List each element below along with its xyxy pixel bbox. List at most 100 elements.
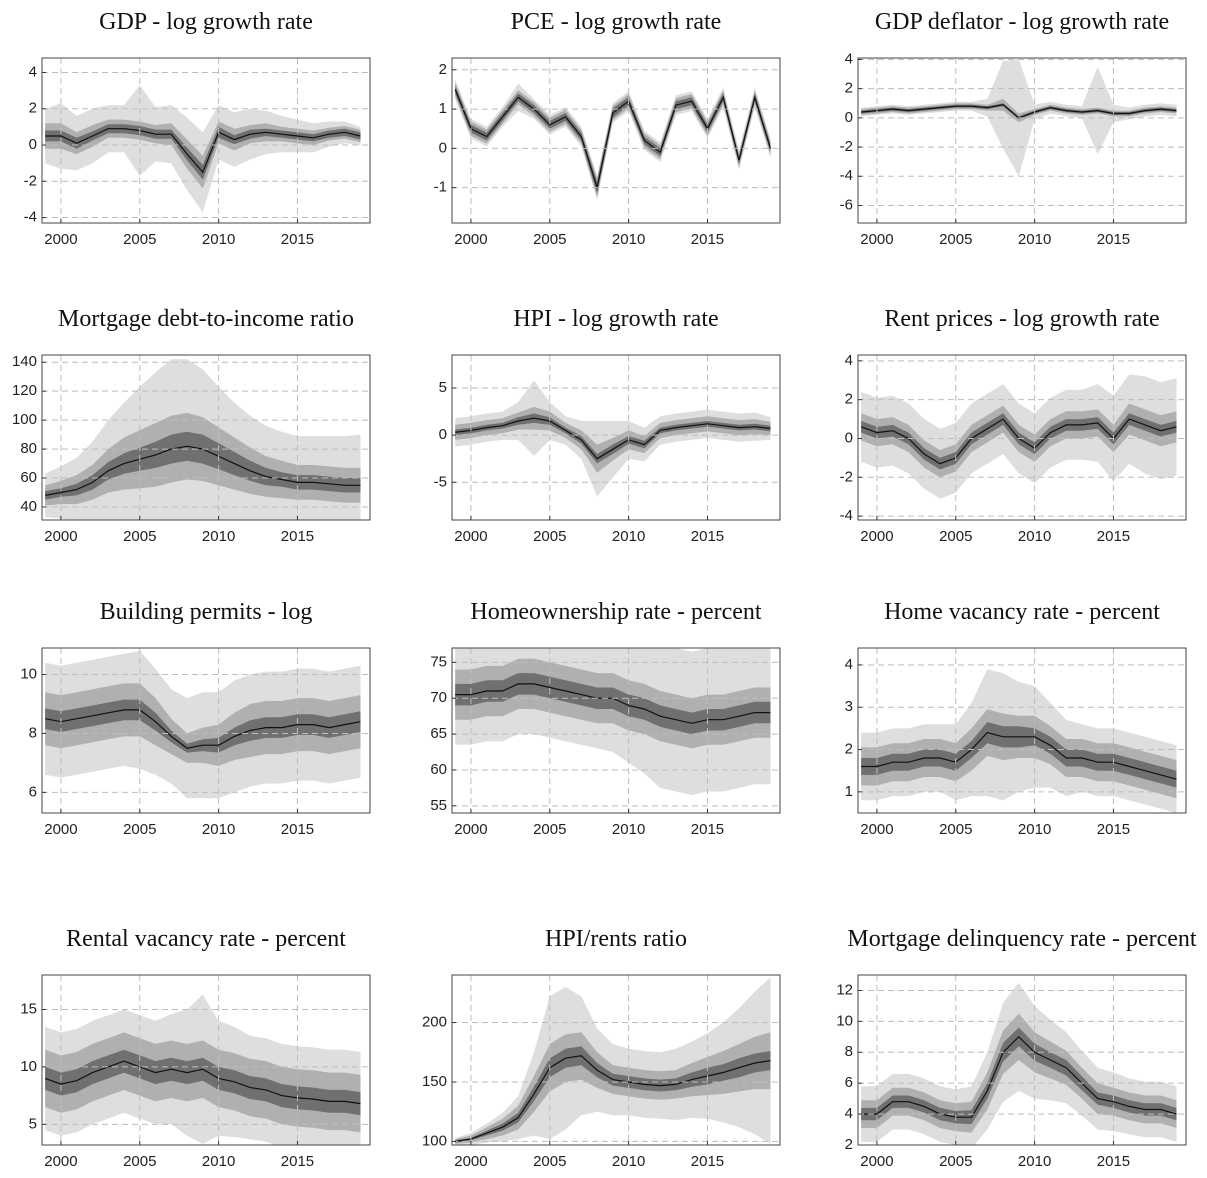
fan-band [45, 124, 361, 180]
axes-frame [857, 647, 1187, 814]
y-tick-label: 6 [845, 1074, 853, 1091]
panel: -1 0 1 2 2000 2005 2010 2015 PCE - log growth ra… [434, 9, 781, 248]
median-line [45, 128, 361, 174]
y-tick-label: 55 [430, 797, 447, 814]
y-tick-label: 80 [20, 440, 37, 457]
y-tick-label: 0 [845, 429, 853, 446]
plot-area [861, 669, 1177, 813]
x-tick-label: 2000 [44, 821, 77, 838]
y-tick-label: 70 [430, 689, 447, 706]
x-tick-label: 2010 [1018, 231, 1051, 248]
fan-band [861, 709, 1177, 799]
x-tick-label: 2010 [202, 231, 235, 248]
x-tick-label: 2015 [281, 821, 314, 838]
median-line [861, 1035, 1177, 1118]
panel-title: PCE - log growth rate [511, 9, 722, 35]
plot-area [455, 380, 771, 497]
x-tick-label: 2015 [691, 231, 724, 248]
y-tick-label: 0 [439, 426, 447, 443]
fan-band [45, 85, 361, 213]
y-tick-label: 100 [12, 411, 37, 428]
panel-title: Mortgage delinquency rate - percent [847, 926, 1197, 952]
panel-title: GDP deflator - log growth rate [875, 9, 1169, 35]
fan-band [861, 413, 1177, 470]
y-tick-label: 15 [20, 1000, 37, 1017]
y-tick-label: 1 [845, 783, 853, 800]
y-tick-label: 4 [845, 50, 853, 67]
fan-band [861, 722, 1177, 788]
x-tick-label: 2005 [123, 528, 156, 545]
x-tick-label: 2005 [939, 528, 972, 545]
x-tick-label: 2010 [1018, 1153, 1051, 1170]
x-tick-label: 2010 [202, 1153, 235, 1170]
y-tick-label: 75 [430, 653, 447, 670]
y-tick-label: 40 [20, 498, 37, 515]
x-tick-label: 2005 [533, 528, 566, 545]
plot-area [45, 85, 361, 213]
panel: 40 60 80 100 120 140 2000 2005 2010 2015 Mortgage … [12, 306, 371, 545]
y-tick-label: -2 [840, 138, 853, 155]
axes-frame [41, 354, 371, 521]
axes-frame [451, 354, 781, 521]
y-tick-label: 100 [422, 1132, 447, 1149]
y-tick-label: -4 [840, 167, 853, 184]
y-tick-label: 5 [29, 1115, 37, 1132]
panel-title: Home vacancy rate - percent [884, 599, 1160, 625]
y-tick-label: 4 [845, 352, 853, 369]
x-tick-label: 2015 [691, 1153, 724, 1170]
panel: 100 150 200 2000 2005 2010 2015 HPI/rents ratio [422, 926, 781, 1170]
median-line [455, 417, 771, 460]
panel: -6 -4 -2 0 2 4 2000 2005 2010 2015 GDP deflator - … [840, 9, 1187, 248]
plot-area [45, 650, 361, 799]
y-tick-label: 8 [845, 1043, 853, 1060]
x-tick-label: 2010 [1018, 528, 1051, 545]
plot-area [454, 79, 772, 200]
y-tick-label: 60 [430, 761, 447, 778]
y-tick-label: 5 [439, 379, 447, 396]
axes-frame [451, 57, 781, 224]
y-tick-label: 4 [845, 1105, 853, 1122]
fan-band [861, 98, 1177, 123]
y-tick-label: 2 [845, 391, 853, 408]
y-tick-label: 8 [29, 724, 37, 741]
x-tick-label: 2000 [454, 821, 487, 838]
x-tick-label: 2005 [123, 231, 156, 248]
x-tick-label: 2000 [44, 1153, 77, 1170]
y-tick-label: 2 [845, 80, 853, 97]
axes-frame [451, 974, 781, 1146]
fan-band [45, 1049, 361, 1116]
x-tick-label: 2005 [533, 1153, 566, 1170]
x-tick-label: 2010 [612, 821, 645, 838]
panel: -4 -2 0 2 4 2000 2005 2010 2015 Rent prices - log… [840, 306, 1187, 545]
x-tick-label: 2005 [533, 821, 566, 838]
y-tick-label: 10 [836, 1012, 853, 1029]
y-tick-label: 4 [845, 656, 853, 673]
fan-band [455, 673, 771, 735]
x-tick-label: 2015 [691, 821, 724, 838]
median-line [861, 731, 1177, 780]
y-tick-label: 2 [29, 100, 37, 117]
x-tick-label: 2000 [860, 1153, 893, 1170]
x-tick-label: 2000 [44, 528, 77, 545]
x-tick-label: 2000 [44, 231, 77, 248]
plot-area [44, 994, 361, 1145]
x-tick-label: 2005 [939, 821, 972, 838]
x-tick-label: 2010 [202, 821, 235, 838]
x-tick-label: 2015 [1097, 231, 1130, 248]
y-tick-label: 12 [836, 981, 853, 998]
x-tick-label: 2015 [1097, 821, 1130, 838]
plot-area [455, 648, 771, 796]
y-tick-label: -4 [24, 209, 37, 226]
panel: 55 60 65 70 75 2000 2005 2010 2015 Homeownership … [430, 599, 781, 838]
axes-frame [41, 57, 371, 224]
y-tick-label: -1 [434, 179, 447, 196]
panel-title: Homeownership rate - percent [470, 599, 762, 625]
fan-band [861, 982, 1177, 1145]
y-tick-label: 6 [29, 783, 37, 800]
axes-frame [451, 647, 781, 814]
panel: 2 4 6 8 10 12 2000 2005 2010 2015 Mortgage delinqu… [836, 926, 1197, 1170]
fan-band [45, 699, 361, 753]
fan-band [455, 85, 771, 194]
axes-frame [857, 57, 1187, 224]
